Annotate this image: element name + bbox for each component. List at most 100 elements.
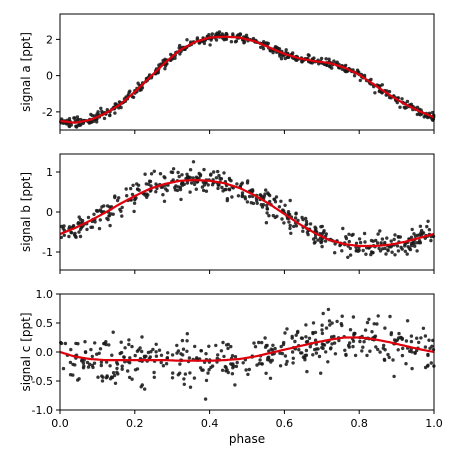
scatter-point xyxy=(128,361,132,365)
scatter-point xyxy=(269,360,273,364)
scatter-point xyxy=(131,183,135,187)
scatter-point xyxy=(72,116,76,120)
scatter-point xyxy=(405,252,409,256)
scatter-point xyxy=(306,53,310,57)
scatter-point xyxy=(283,331,287,335)
scatter-point xyxy=(304,219,309,224)
scatter-point xyxy=(185,339,189,343)
scatter-point xyxy=(351,339,356,343)
y-axis-label-a: signal a [ppt] xyxy=(19,32,33,112)
scatter-point xyxy=(192,376,197,380)
scatter-point xyxy=(226,346,230,351)
scatter-point xyxy=(214,343,218,348)
scatter-point xyxy=(120,367,124,371)
scatter-point xyxy=(360,349,364,353)
scatter-point xyxy=(68,360,73,365)
scatter-point xyxy=(176,185,181,189)
scatter-point xyxy=(222,171,226,175)
scatter-point xyxy=(191,160,196,164)
scatter-point xyxy=(204,352,208,356)
x-axis-label: phase xyxy=(229,432,265,446)
scatter-point xyxy=(413,351,417,355)
model-line-c xyxy=(59,336,435,362)
scatter-point xyxy=(73,234,78,239)
scatter-point xyxy=(108,223,112,228)
scatter-point xyxy=(63,341,68,346)
scatter-point xyxy=(74,124,78,128)
scatter-point xyxy=(99,106,103,111)
scatter-point xyxy=(348,246,352,251)
scatter-point xyxy=(409,334,414,338)
scatter-point xyxy=(140,349,144,354)
scatter-point xyxy=(185,172,189,176)
scatter-point xyxy=(332,59,336,63)
scatter-point xyxy=(127,375,132,380)
axes-frame-a xyxy=(59,13,435,131)
scatter-point xyxy=(108,113,112,118)
scatter-point xyxy=(221,340,225,345)
scatter-point xyxy=(348,253,353,257)
scatter-point xyxy=(230,354,235,358)
scatter-point xyxy=(332,341,337,345)
scatter-point xyxy=(273,45,278,49)
scatter-point xyxy=(106,217,110,222)
scatter-point xyxy=(392,374,396,379)
scatter-point xyxy=(429,361,433,365)
scatter-point xyxy=(426,219,430,223)
scatter-point xyxy=(253,345,258,349)
y-ticks-b: -1 0 1 xyxy=(42,166,60,259)
x-ticks-c: 0.0 0.2 0.4 0.6 0.8 1.0 xyxy=(51,410,443,430)
scatter-point xyxy=(216,186,220,191)
scatter-point xyxy=(95,120,99,124)
scatter-point xyxy=(241,361,245,365)
scatter-point xyxy=(271,348,275,352)
scatter-point xyxy=(227,188,232,192)
scatter-point xyxy=(136,348,141,352)
scatter-point xyxy=(399,245,403,249)
scatter-point xyxy=(83,350,88,355)
scatter-point xyxy=(152,169,156,173)
scatter-point xyxy=(281,342,286,347)
scatter-point xyxy=(285,359,289,364)
scatter-point xyxy=(350,233,354,237)
scatter-point xyxy=(290,350,295,354)
scatter-point xyxy=(261,195,265,199)
y-tick-label: 0.0 xyxy=(36,346,54,359)
y-ticks-a: -2 0 2 xyxy=(42,33,60,119)
scatter-point xyxy=(380,237,385,241)
scatter-point xyxy=(386,248,390,252)
scatter-point xyxy=(120,214,124,218)
scatter-point xyxy=(263,336,267,340)
scatter-point xyxy=(362,231,367,236)
x-tick-label: 0.2 xyxy=(126,417,144,430)
scatter-point xyxy=(365,353,369,358)
scatter-point xyxy=(396,249,401,253)
y-tick-label: -0.5 xyxy=(32,375,53,388)
scatter-point xyxy=(91,365,95,370)
scatter-point xyxy=(89,225,93,229)
scatter-point xyxy=(288,226,292,231)
scatter-point xyxy=(202,167,206,172)
scatter-point xyxy=(376,347,380,352)
scatter-point xyxy=(115,366,119,371)
scatter-point xyxy=(235,182,239,186)
scatter-point xyxy=(264,188,268,192)
scatter-point xyxy=(233,383,237,387)
scatter-point xyxy=(83,340,87,344)
y-tick-label: 2 xyxy=(46,33,53,46)
scatter-point xyxy=(92,212,96,216)
scatter-point xyxy=(369,252,373,257)
scatter-point xyxy=(284,48,288,52)
scatter-point xyxy=(312,56,316,60)
scatter-point xyxy=(201,188,206,193)
scatter-point xyxy=(395,244,400,248)
scatter-point xyxy=(324,57,328,61)
scatter-point xyxy=(67,225,72,229)
scatter-point xyxy=(372,322,376,326)
scatter-point xyxy=(356,249,360,253)
scatter-point xyxy=(224,343,229,347)
scatter-point xyxy=(291,361,295,365)
scatter-point xyxy=(203,397,208,401)
scatter-point xyxy=(119,340,123,344)
scatter-point xyxy=(400,353,405,358)
